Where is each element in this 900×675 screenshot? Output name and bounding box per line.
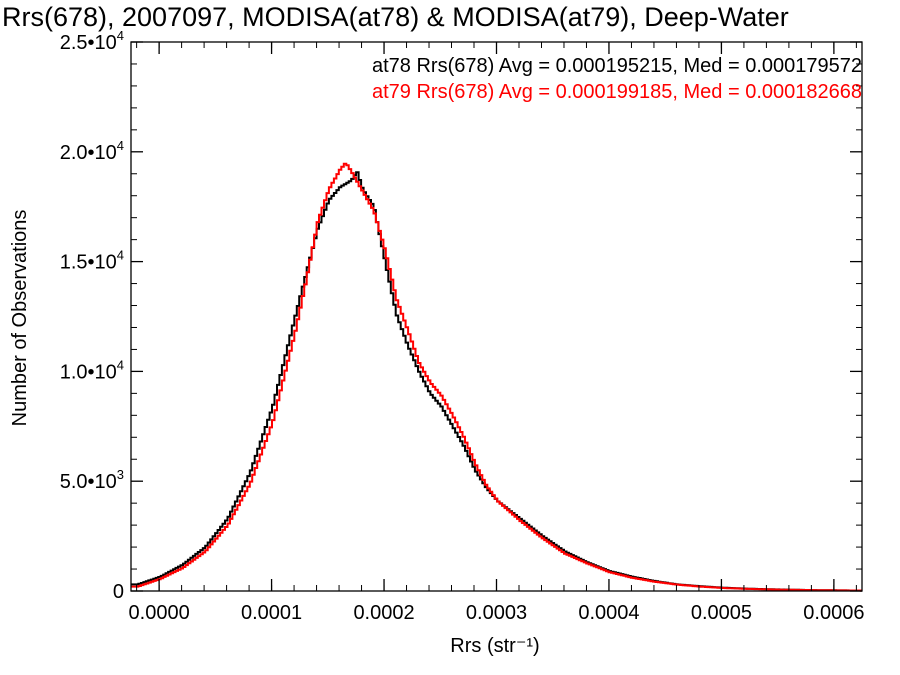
plot-frame	[130, 41, 863, 592]
x-axis-title: Rrs (str⁻¹)	[450, 635, 539, 657]
legend: at78 Rrs(678) Avg = 0.000195215, Med = 0…	[372, 55, 862, 103]
legend-stats-at79: at79 Rrs(678) Avg = 0.000199185, Med = 0…	[372, 81, 862, 103]
y-tick-mantissa: 2.0•10	[60, 142, 117, 164]
y-tick-exponent: 4	[117, 138, 124, 153]
y-tick-exponent: 3	[117, 467, 124, 482]
x-tick-label: 0.0003	[466, 602, 527, 624]
x-tick-label: 0.0001	[241, 602, 302, 624]
y-axis-title: Number of Observations	[9, 210, 31, 427]
x-axis-tick-labels: 0.0000 0.0001 0.0002 0.0003 0.0004 0.0005 0.00…	[129, 602, 865, 624]
y-tick-exponent: 4	[117, 357, 124, 372]
y-tick-mantissa: 0	[113, 581, 124, 603]
y-tick-label: 5.0•103	[60, 467, 124, 493]
x-tick-label: 0.0000	[129, 602, 190, 624]
axis-ticks	[131, 41, 862, 592]
series-at78	[131, 171, 862, 592]
y-tick-mantissa: 5.0•10	[60, 471, 117, 493]
x-tick-label: 0.0002	[353, 602, 414, 624]
y-tick-label: 1.5•104	[60, 248, 124, 274]
y-tick-label: 0	[113, 581, 124, 603]
series-at79	[131, 162, 862, 592]
x-tick-label: 0.0005	[691, 602, 752, 624]
chart-title: Rrs(678), 2007097, MODISA(at78) & MODISA…	[2, 2, 789, 32]
legend-stats-at78: at78 Rrs(678) Avg = 0.000195215, Med = 0…	[372, 55, 862, 77]
y-tick-label: 2.5•104	[60, 28, 124, 54]
x-tick-label: 0.0004	[578, 602, 639, 624]
y-tick-mantissa: 1.0•10	[60, 361, 117, 383]
y-tick-label: 2.0•104	[60, 138, 124, 164]
y-tick-mantissa: 2.5•10	[60, 32, 117, 54]
y-tick-exponent: 4	[117, 28, 124, 43]
y-tick-exponent: 4	[117, 248, 124, 263]
x-tick-label: 0.0006	[803, 602, 864, 624]
y-tick-mantissa: 1.5•10	[60, 252, 117, 274]
y-tick-label: 1.0•104	[60, 357, 124, 383]
series-layer	[131, 162, 862, 592]
